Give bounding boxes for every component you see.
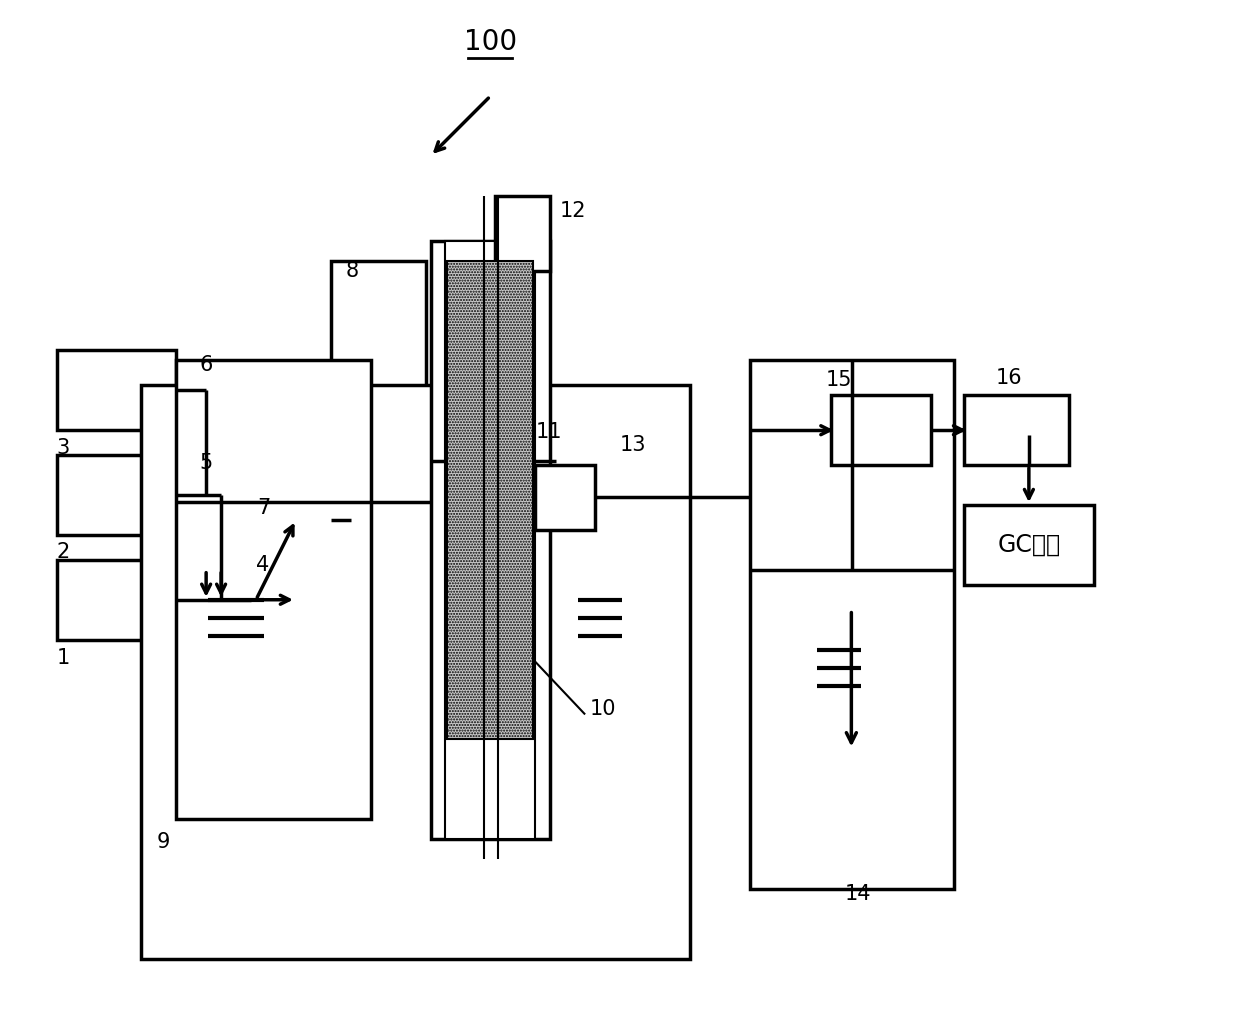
Bar	[57, 560, 176, 640]
Text: 5: 5	[200, 454, 213, 473]
Text: 9: 9	[156, 832, 170, 852]
Text: 11: 11	[536, 422, 562, 442]
Bar	[331, 260, 425, 679]
Text: 12: 12	[560, 200, 587, 221]
Bar	[448, 260, 533, 739]
Bar	[750, 360, 954, 889]
Bar	[430, 241, 551, 839]
Text: 1: 1	[57, 648, 69, 667]
Text: 14: 14	[844, 884, 870, 904]
Text: GC分析: GC分析	[997, 533, 1060, 557]
Text: 15: 15	[826, 370, 853, 391]
Bar	[832, 396, 931, 465]
Text: 100: 100	[464, 28, 517, 56]
Text: 16: 16	[996, 368, 1022, 388]
Text: 8: 8	[346, 260, 358, 281]
Text: 2: 2	[57, 542, 69, 562]
Text: 10: 10	[590, 700, 616, 719]
Text: 6: 6	[200, 355, 213, 375]
Bar	[176, 360, 371, 819]
Bar	[963, 396, 1069, 465]
Text: 3: 3	[57, 438, 69, 459]
Bar	[963, 505, 1094, 585]
Bar	[445, 241, 536, 839]
Bar	[141, 385, 689, 959]
Text: 13: 13	[620, 435, 646, 456]
Text: 4: 4	[255, 555, 269, 575]
Bar	[57, 456, 176, 535]
Bar	[536, 465, 595, 530]
Text: 7: 7	[258, 498, 272, 518]
Bar	[495, 196, 551, 271]
Bar	[296, 490, 351, 550]
Bar	[57, 351, 176, 430]
